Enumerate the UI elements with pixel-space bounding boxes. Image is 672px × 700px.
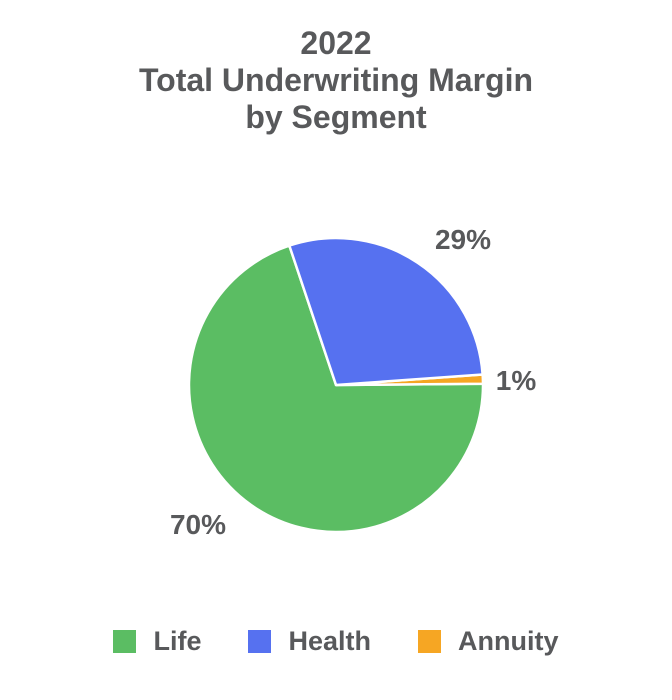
legend-label-health: Health xyxy=(288,626,372,656)
legend-item-annuity: Annuity xyxy=(418,626,559,656)
pie-slice-health xyxy=(288,236,484,387)
legend-swatch-annuity xyxy=(418,629,442,653)
legend-item-health: Health xyxy=(248,626,371,656)
pie-chart xyxy=(187,236,485,534)
chart-legend: Life Health Annuity xyxy=(0,626,672,656)
pie-slice-life xyxy=(187,244,485,534)
slice-label-annuity: 1% xyxy=(495,365,537,396)
chart-title-line-2: Total Underwriting Margin xyxy=(138,62,534,98)
legend-label-life: Life xyxy=(153,626,202,656)
chart-title-line-1: 2022 xyxy=(300,25,372,61)
slice-label-life: 70% xyxy=(169,509,227,540)
legend-label-annuity: Annuity xyxy=(458,626,559,656)
legend-swatch-life xyxy=(113,629,137,653)
slice-label-health: 29% xyxy=(434,224,492,255)
legend-item-life: Life xyxy=(113,626,201,656)
chart-title-line-3: by Segment xyxy=(245,99,427,135)
legend-swatch-health xyxy=(248,629,272,653)
chart-title: 2022 Total Underwriting Margin by Segmen… xyxy=(0,25,672,136)
